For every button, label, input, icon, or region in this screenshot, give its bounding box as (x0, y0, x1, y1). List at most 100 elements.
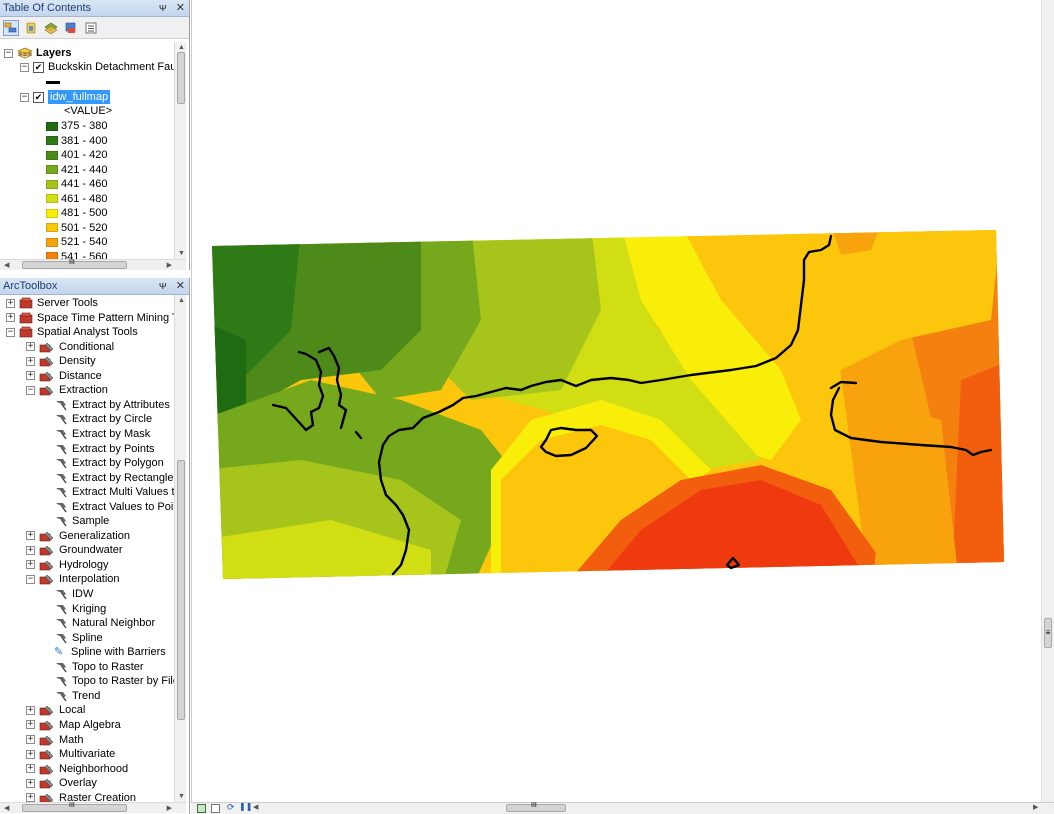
expand-icon[interactable]: + (26, 777, 35, 788)
legend-item[interactable]: 421 - 440 (46, 163, 107, 177)
toolset-item[interactable]: + Groundwater (26, 543, 123, 557)
tool-item[interactable]: Topo to Raster (54, 660, 144, 674)
tool-item[interactable]: Natural Neighbor (54, 616, 155, 630)
options-icon[interactable] (83, 20, 99, 36)
toolset-item[interactable]: + Raster Creation (26, 791, 136, 803)
scroll-left-arrow[interactable]: ◀ (4, 262, 10, 269)
map-vertical-scrollbar[interactable]: ≡ (1041, 0, 1054, 802)
pause-icon[interactable]: ❚❚ (239, 802, 253, 811)
collapse-icon[interactable]: − (20, 91, 29, 102)
tool-item[interactable]: Extract by Circle (54, 412, 152, 426)
tool-item[interactable]: ✎ Spline with Barriers (54, 645, 166, 659)
legend-item[interactable]: 441 - 460 (46, 177, 107, 191)
toc-vertical-scrollbar[interactable]: ▲ ▼ (174, 42, 186, 259)
refresh-icon[interactable]: ⟳ (227, 802, 235, 812)
list-by-source-icon[interactable] (23, 20, 39, 36)
toolset-item[interactable]: + Local (26, 703, 85, 717)
collapse-icon[interactable]: − (4, 47, 13, 58)
map-horizontal-scroll-thumb[interactable]: III (506, 802, 566, 812)
scroll-down-arrow[interactable]: ▼ (178, 793, 185, 800)
tool-item[interactable]: Extract by Polygon (54, 456, 164, 470)
layers-group[interactable]: − Layers (4, 46, 71, 60)
legend-item[interactable]: 481 - 500 (46, 206, 107, 220)
pin-icon[interactable]: ᴪ (158, 2, 167, 14)
layer-visibility-checkbox[interactable]: ✔ (33, 61, 44, 73)
expand-icon[interactable]: + (26, 530, 35, 541)
toolset-item[interactable]: + Generalization (26, 529, 130, 543)
expand-icon[interactable]: + (6, 312, 15, 323)
scroll-thumb[interactable]: III (22, 802, 127, 812)
legend-item[interactable]: 461 - 480 (46, 192, 107, 206)
map-canvas[interactable] (192, 0, 1041, 802)
layer-idw[interactable]: − ✔ idw_fullmap (20, 90, 111, 104)
scroll-thumb[interactable]: ≡ (1044, 618, 1052, 648)
scroll-right-arrow[interactable]: ▶ (166, 262, 172, 269)
tool-item[interactable]: Topo to Raster by File (54, 674, 177, 688)
expand-icon[interactable]: + (26, 559, 35, 570)
tool-item[interactable]: Extract by Points (54, 442, 155, 456)
scroll-left-arrow[interactable]: ◀ (253, 804, 259, 811)
toolset-item[interactable]: + Multivariate (26, 747, 115, 761)
tool-item[interactable]: Extract by Rectangle (54, 471, 174, 485)
data-view-icon[interactable] (197, 804, 206, 813)
collapse-icon[interactable]: − (26, 384, 35, 395)
expand-icon[interactable]: + (26, 748, 35, 759)
toolset-item[interactable]: + Distance (26, 369, 102, 383)
close-icon[interactable]: ✕ (175, 2, 185, 14)
collapse-icon[interactable]: − (6, 326, 15, 337)
close-icon[interactable]: ✕ (175, 280, 185, 292)
layer-visibility-checkbox[interactable]: ✔ (33, 91, 44, 103)
toolset-item[interactable]: − Interpolation (26, 572, 120, 586)
scroll-right-arrow[interactable]: ▶ (1033, 804, 1039, 811)
toolset-item[interactable]: + Density (26, 354, 96, 368)
toolset-item[interactable]: + Neighborhood (26, 762, 128, 776)
tool-item[interactable]: Extract by Attributes (54, 398, 170, 412)
legend-item[interactable]: 401 - 420 (46, 148, 107, 162)
expand-icon[interactable]: + (26, 763, 35, 774)
tool-item[interactable]: Kriging (54, 602, 106, 616)
expand-icon[interactable]: + (26, 370, 35, 381)
list-by-visibility-icon[interactable] (43, 20, 59, 36)
pin-icon[interactable]: ᴪ (158, 280, 167, 292)
list-by-drawing-order-icon[interactable] (3, 19, 19, 36)
toolbox-item[interactable]: − Spatial Analyst Tools (6, 325, 138, 339)
scroll-up-arrow[interactable]: ▲ (178, 44, 185, 51)
toolbox-item[interactable]: + Server Tools (6, 296, 98, 310)
tool-item[interactable]: Extract Values to Points (54, 500, 177, 514)
tool-item[interactable]: Extract by Mask (54, 427, 150, 441)
expand-icon[interactable]: + (26, 792, 35, 803)
toolbox-item[interactable]: + Space Time Pattern Mining Too (6, 311, 177, 325)
scroll-up-arrow[interactable]: ▲ (178, 297, 185, 304)
legend-item[interactable]: 521 - 540 (46, 235, 107, 249)
toolset-item[interactable]: − Extraction (26, 383, 108, 397)
scroll-left-arrow[interactable]: ◀ (4, 805, 10, 812)
toolset-item[interactable]: + Map Algebra (26, 718, 121, 732)
expand-icon[interactable]: + (26, 719, 35, 730)
tool-item[interactable]: Trend (54, 689, 100, 703)
tool-item[interactable]: Sample (54, 514, 109, 528)
scroll-down-arrow[interactable]: ▼ (178, 250, 185, 257)
expand-icon[interactable]: + (26, 544, 35, 555)
collapse-icon[interactable]: − (20, 61, 29, 72)
toolset-item[interactable]: + Math (26, 733, 83, 747)
expand-icon[interactable]: + (26, 341, 35, 352)
toolbox-titlebar[interactable]: ArcToolbox ᴪ ✕ (0, 278, 189, 295)
tool-item[interactable]: IDW (54, 587, 93, 601)
toolset-item[interactable]: + Hydrology (26, 558, 109, 572)
toolset-item[interactable]: + Conditional (26, 340, 114, 354)
expand-icon[interactable]: + (6, 297, 15, 308)
map-view[interactable]: ≡ (191, 0, 1054, 802)
expand-icon[interactable]: + (26, 734, 35, 744)
toolset-item[interactable]: + Overlay (26, 776, 97, 790)
tool-item[interactable]: Spline (54, 631, 103, 645)
legend-item[interactable]: 375 - 380 (46, 119, 107, 133)
scroll-thumb[interactable]: III (22, 259, 127, 269)
tool-item[interactable]: Extract Multi Values to P (54, 485, 177, 499)
collapse-icon[interactable]: − (26, 573, 35, 584)
list-by-selection-icon[interactable] (63, 20, 79, 36)
layout-view-icon[interactable] (211, 804, 220, 813)
expand-icon[interactable]: + (26, 355, 35, 366)
toc-titlebar[interactable]: Table Of Contents ᴪ ✕ (0, 0, 189, 17)
expand-icon[interactable]: + (26, 704, 35, 715)
toolbox-vertical-scrollbar[interactable]: ▲ ▼ (174, 295, 186, 802)
